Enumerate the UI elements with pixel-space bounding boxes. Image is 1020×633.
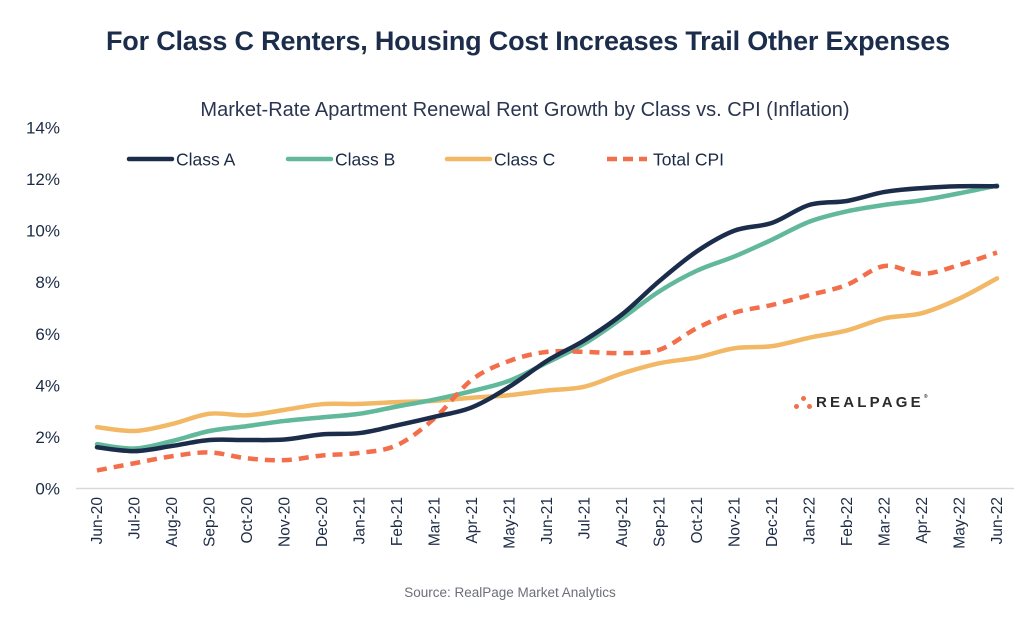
x-tick-label: Nov-21 bbox=[727, 497, 744, 547]
y-tick-label: 0% bbox=[35, 480, 60, 499]
y-tick-label: 10% bbox=[26, 222, 60, 241]
x-tick-label: Jul-20 bbox=[127, 497, 144, 540]
x-tick-label: Jan-21 bbox=[352, 497, 369, 544]
source-note: Source: RealPage Market Analytics bbox=[404, 585, 616, 600]
legend-item-class-c: Class C bbox=[444, 150, 555, 170]
x-tick-label: Apr-22 bbox=[914, 497, 931, 544]
x-tick-label: Aug-21 bbox=[614, 497, 631, 547]
x-tick-label: Oct-21 bbox=[689, 497, 706, 544]
x-tick-label: Sep-21 bbox=[652, 497, 669, 547]
x-tick-label: May-22 bbox=[952, 497, 969, 549]
x-tick-label: Jun-22 bbox=[989, 497, 1006, 544]
x-tick-label: Oct-20 bbox=[239, 497, 256, 544]
realpage-logo: REALPAGE® bbox=[794, 394, 928, 411]
y-tick-label: 8% bbox=[35, 273, 60, 292]
x-tick-label: Nov-20 bbox=[277, 497, 294, 547]
legend-label: Class B bbox=[335, 150, 395, 170]
legend-item-class-b: Class B bbox=[285, 150, 395, 170]
y-tick-label: 6% bbox=[35, 325, 60, 344]
x-tick-label: Sep-20 bbox=[202, 497, 219, 547]
x-tick-label: Feb-21 bbox=[389, 497, 406, 546]
y-tick-label: 12% bbox=[26, 170, 60, 189]
y-tick-label: 14% bbox=[26, 119, 60, 138]
x-tick-label: Jul-21 bbox=[577, 497, 594, 539]
x-tick-label: Jan-22 bbox=[802, 497, 819, 544]
x-tick-label: May-21 bbox=[502, 497, 519, 549]
x-tick-label: Apr-21 bbox=[464, 497, 481, 544]
logo-dots-icon bbox=[794, 395, 814, 411]
x-tick-label: Dec-20 bbox=[314, 497, 331, 547]
chart-title: For Class C Renters, Housing Cost Increa… bbox=[106, 26, 950, 56]
legend: Class A Class B Class C Total CPI bbox=[126, 150, 724, 170]
legend-label: Class C bbox=[494, 150, 555, 170]
x-tick-label: Aug-20 bbox=[164, 497, 181, 547]
legend-item-class-a: Class A bbox=[126, 150, 236, 170]
x-tick-label: Jun-21 bbox=[539, 497, 556, 544]
x-tick-label: Dec-21 bbox=[764, 497, 781, 547]
x-tick-label: Mar-22 bbox=[877, 497, 894, 546]
legend-label: Class A bbox=[176, 150, 236, 170]
chart-subtitle: Market-Rate Apartment Renewal Rent Growt… bbox=[200, 99, 850, 121]
logo-text: REALPAGE® bbox=[816, 394, 928, 411]
y-tick-label: 2% bbox=[35, 428, 60, 447]
legend-label: Total CPI bbox=[653, 150, 724, 170]
x-tick-label: Mar-21 bbox=[427, 497, 444, 546]
series-group bbox=[94, 183, 1000, 473]
x-tick-label: Feb-22 bbox=[839, 497, 856, 546]
y-axis: 0% 2% 4% 6% 8% 10% 12% 14% bbox=[26, 119, 60, 499]
x-tick-label: Jun-20 bbox=[89, 497, 106, 545]
legend-item-total-cpi: Total CPI bbox=[607, 150, 724, 170]
series-line-class-a bbox=[94, 183, 1000, 454]
x-axis: Jun-20 Jul-20 Aug-20 Sep-20 Oct-20 Nov-20 Dec-… bbox=[89, 497, 1006, 549]
y-tick-label: 4% bbox=[35, 376, 60, 395]
